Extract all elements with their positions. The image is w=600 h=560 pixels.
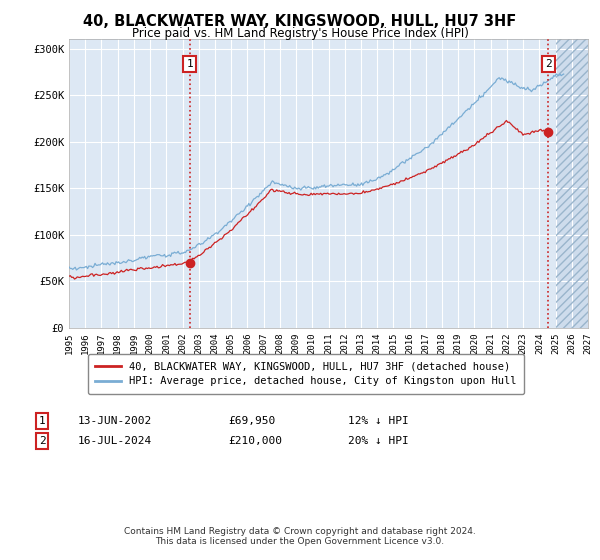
Text: £210,000: £210,000	[228, 436, 282, 446]
Legend: 40, BLACKWATER WAY, KINGSWOOD, HULL, HU7 3HF (detached house), HPI: Average pric: 40, BLACKWATER WAY, KINGSWOOD, HULL, HU7…	[88, 354, 524, 394]
Text: 2: 2	[545, 59, 551, 69]
Text: 12% ↓ HPI: 12% ↓ HPI	[348, 416, 409, 426]
Text: Price paid vs. HM Land Registry's House Price Index (HPI): Price paid vs. HM Land Registry's House …	[131, 27, 469, 40]
Bar	[556, 39, 588, 328]
Text: £69,950: £69,950	[228, 416, 275, 426]
Text: Contains HM Land Registry data © Crown copyright and database right 2024.
This d: Contains HM Land Registry data © Crown c…	[124, 526, 476, 546]
Text: 20% ↓ HPI: 20% ↓ HPI	[348, 436, 409, 446]
Text: 40, BLACKWATER WAY, KINGSWOOD, HULL, HU7 3HF: 40, BLACKWATER WAY, KINGSWOOD, HULL, HU7…	[83, 14, 517, 29]
Text: 2: 2	[38, 436, 46, 446]
Text: 1: 1	[187, 59, 193, 69]
Text: 1: 1	[38, 416, 46, 426]
Text: 16-JUL-2024: 16-JUL-2024	[78, 436, 152, 446]
Bar	[556, 39, 588, 328]
Text: 13-JUN-2002: 13-JUN-2002	[78, 416, 152, 426]
